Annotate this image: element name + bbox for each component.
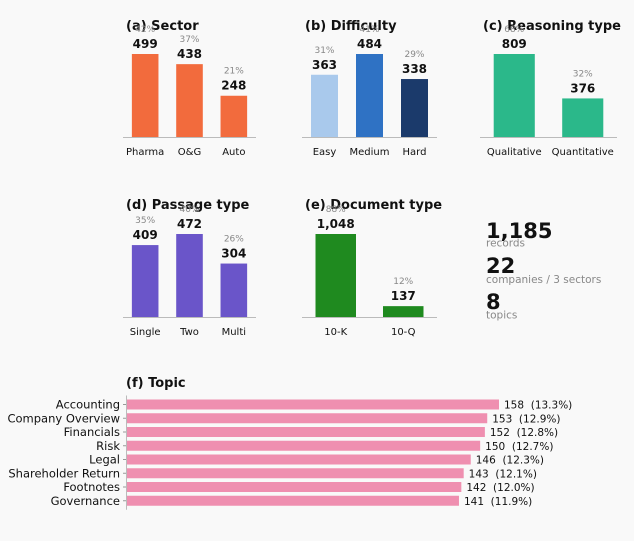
category-label-hard: Hard: [403, 147, 427, 158]
panel-sector: (a) Sector 499 42% Pharma 438 37% O&G 248 21% Aut…: [123, 19, 256, 158]
percent-label-easy: 31%: [314, 46, 334, 56]
category-label-easy: Easy: [313, 147, 337, 158]
percent-label-hard: 29%: [404, 50, 424, 60]
value-label-footnotes: 142 (12.0%): [466, 482, 534, 494]
percent-label-10-k: 88%: [326, 205, 346, 215]
percent-label-multi: 26%: [224, 235, 244, 245]
category-label-10-q: 10-Q: [391, 327, 416, 338]
panel-reasoning: (c) Reasoning type 809 68% Qualitative 376 32…: [480, 19, 621, 158]
vertical-bar-panels: (a) Sector 499 42% Pharma 438 37% O&G 248 21% Aut…: [123, 19, 621, 338]
bar-o-g: [176, 64, 203, 137]
stat-companies-label: companies / 3 sectors: [486, 274, 601, 286]
percent-label-two: 40%: [179, 205, 199, 215]
stat-records-label: records: [486, 238, 525, 250]
bar-auto: [220, 95, 248, 137]
value-label-pharma: 499: [133, 37, 158, 51]
percent-label-o-g: 37%: [179, 35, 199, 45]
category-label-two: Two: [179, 327, 199, 338]
bar-qualitative: [493, 54, 535, 137]
value-label-o-g: 438: [177, 47, 202, 61]
value-label-two: 472: [177, 217, 202, 231]
bar-quantitative: [562, 98, 604, 137]
category-label-o-g: O&G: [178, 147, 201, 158]
value-label-financials: 152 (12.8%): [490, 427, 558, 439]
category-label-quantitative: Quantitative: [552, 147, 614, 158]
category-label-qualitative: Qualitative: [487, 147, 542, 158]
panel-title: (e) Document type: [305, 198, 442, 213]
percent-label-medium: 41%: [359, 25, 379, 35]
percent-label-quantitative: 32%: [573, 69, 593, 79]
category-label-single: Single: [130, 327, 161, 338]
category-label-shareholder-return: Shareholder Return: [8, 466, 120, 480]
percent-label-single: 35%: [135, 216, 155, 226]
value-label-medium: 484: [357, 37, 382, 51]
bar-single: [131, 245, 159, 317]
percent-label-pharma: 42%: [135, 25, 155, 35]
panel-title: (f) Topic: [126, 376, 186, 391]
value-label-10-k: 1,048: [317, 217, 355, 231]
bar-10-k: [315, 234, 356, 317]
bar-legal: [127, 454, 471, 465]
category-label-auto: Auto: [222, 147, 245, 158]
panel-title: (c) Reasoning type: [483, 19, 621, 34]
value-label-multi: 304: [221, 247, 246, 261]
bar-company-overview: [127, 413, 488, 424]
panel-document: (e) Document type 1,048 88% 10-K 137 12% 10-Q: [302, 198, 442, 338]
value-label-governance: 141 (11.9%): [464, 496, 532, 508]
value-label-single: 409: [133, 228, 158, 242]
value-label-qualitative: 809: [502, 37, 527, 51]
value-label-accounting: 158 (13.3%): [504, 400, 572, 412]
bar-pharma: [131, 54, 159, 137]
category-label-legal: Legal: [89, 453, 120, 467]
value-label-shareholder-return: 143 (12.1%): [469, 468, 537, 480]
summary-stats: 1,185 records 22 companies / 3 sectors 8…: [486, 219, 601, 322]
bar-footnotes: [127, 482, 462, 492]
bar-hard: [401, 79, 428, 137]
bar-10-q: [383, 306, 424, 317]
category-label-multi: Multi: [222, 327, 246, 338]
bar-accounting: [127, 399, 499, 410]
bar-two: [176, 234, 203, 317]
stat-companies-value: 22: [486, 254, 515, 278]
panel-passage: (d) Passage type 409 35% Single 472 40% Two 304…: [123, 198, 256, 338]
value-label-risk: 150 (12.7%): [485, 441, 553, 453]
bar-medium: [356, 54, 383, 137]
percent-label-qualitative: 68%: [504, 25, 524, 35]
value-label-10-q: 137: [391, 289, 416, 303]
value-label-company-overview: 153 (12.9%): [492, 413, 560, 425]
category-label-footnotes: Footnotes: [63, 480, 120, 494]
category-label-pharma: Pharma: [126, 147, 164, 158]
stat-topics-value: 8: [486, 290, 501, 314]
percent-label-10-q: 12%: [393, 277, 413, 287]
value-label-legal: 146 (12.3%): [476, 455, 544, 467]
bar-governance: [127, 495, 459, 506]
category-label-10-k: 10-K: [324, 327, 347, 338]
panel-title: (b) Difficulty: [305, 19, 397, 34]
panel-title: (a) Sector: [126, 19, 199, 34]
category-label-company-overview: Company Overview: [7, 411, 120, 425]
bar-financials: [127, 427, 485, 437]
bar-risk: [127, 440, 481, 451]
percent-label-auto: 21%: [224, 67, 244, 77]
topic-panel: (f) Topic Accounting 158 (13.3%) Company Ov…: [7, 376, 572, 510]
value-label-quantitative: 376: [570, 81, 595, 95]
stat-topics-label: topics: [486, 310, 517, 322]
value-label-auto: 248: [221, 79, 246, 93]
value-label-easy: 363: [312, 58, 337, 72]
bar-shareholder-return: [127, 468, 464, 479]
panel-difficulty: (b) Difficulty 363 31% Easy 484 41% Medium 338 2…: [302, 19, 437, 158]
category-label-risk: Risk: [96, 439, 120, 453]
bar-multi: [220, 263, 248, 317]
panel-title: (d) Passage type: [126, 198, 250, 213]
bar-easy: [311, 74, 338, 137]
category-label-accounting: Accounting: [56, 398, 120, 412]
category-label-medium: Medium: [350, 147, 390, 158]
stat-records-value: 1,185: [486, 219, 552, 243]
category-label-financials: Financials: [64, 425, 120, 439]
value-label-hard: 338: [402, 62, 427, 76]
category-label-governance: Governance: [51, 494, 120, 508]
